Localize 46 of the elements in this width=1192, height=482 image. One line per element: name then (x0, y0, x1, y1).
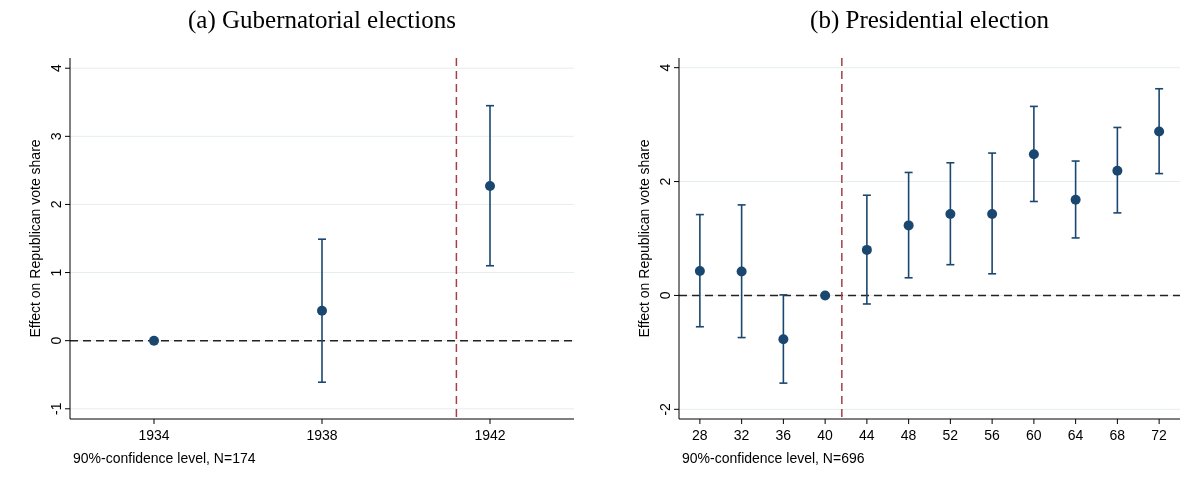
point (987, 209, 998, 220)
x-tick-label: 64 (1067, 427, 1084, 443)
text: 90%-confidence level, N=696 (682, 450, 865, 466)
y-tick-label: 1 (48, 268, 64, 277)
y-tick-label: -1 (48, 402, 64, 416)
point (1028, 149, 1039, 160)
chart-title: (b) Presidential election (810, 6, 1050, 34)
point (1070, 194, 1081, 205)
point (317, 305, 327, 316)
y-tick-label: 2 (657, 177, 673, 186)
x-tick-label: 1942 (474, 427, 506, 443)
x-tick-label: 36 (775, 427, 792, 443)
y-tick-label: 0 (48, 336, 64, 345)
point (903, 220, 914, 231)
y-axis-title: Effect on Republican vote share (636, 139, 652, 338)
x-tick-label: 1934 (138, 427, 170, 443)
x-tick-label: 40 (817, 427, 834, 443)
x-tick-label: 60 (1026, 427, 1042, 443)
y-tick-label: -2 (657, 402, 673, 416)
point (694, 265, 705, 276)
point (1154, 126, 1165, 137)
x-tick-label: 44 (859, 427, 875, 443)
point (820, 290, 831, 301)
point (736, 266, 747, 277)
x-tick-label: 56 (984, 427, 1001, 443)
y-axis-title: Effect on Republican vote share (27, 139, 43, 338)
x-tick-label: 48 (900, 427, 917, 443)
point (1112, 165, 1123, 176)
y-tick-label: 4 (657, 63, 673, 72)
y-tick-label: 0 (657, 291, 673, 300)
x-tick-label: 32 (733, 427, 750, 443)
x-tick-label: 28 (692, 427, 708, 443)
x-tick-label: 72 (1151, 427, 1168, 443)
chart-title: (a) Gubernatorial elections (188, 6, 456, 34)
point (945, 209, 956, 220)
text: 90%-confidence level, N=174 (73, 450, 256, 466)
point (778, 334, 789, 345)
point (861, 244, 872, 255)
x-tick-label: 1938 (306, 427, 338, 443)
y-tick-label: 4 (48, 64, 64, 73)
y-tick-label: 3 (48, 132, 64, 141)
point (149, 335, 159, 346)
x-tick-label: 52 (942, 427, 959, 443)
x-tick-label: 68 (1109, 427, 1126, 443)
point (485, 181, 495, 192)
y-tick-label: 2 (48, 200, 64, 209)
